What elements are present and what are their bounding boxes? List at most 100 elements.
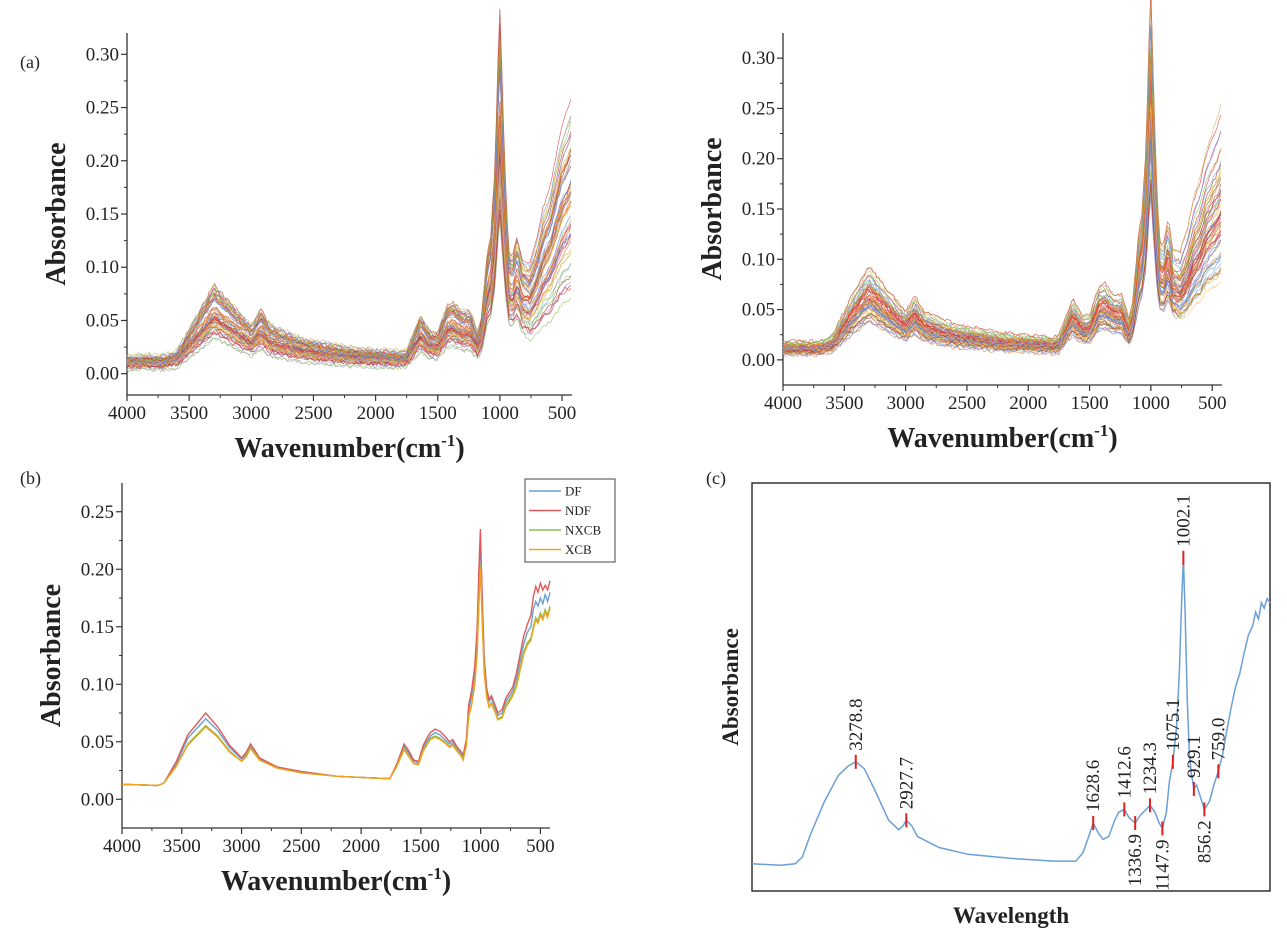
panel-label-a: (a) [20,52,40,73]
x-tick-label: 4000 [764,393,802,414]
x-tick-label: 4000 [103,836,141,857]
x-axis-title-sup: -1 [441,431,455,450]
x-axis-title-sup: -1 [1094,421,1108,440]
series-line-ndf [121,528,551,787]
x-tick-label: 4000 [108,403,146,424]
x-axis-title-main: Wavenumber(cm [887,423,1094,454]
x-tick-label: 1000 [462,836,500,857]
y-tick-label: 0.05 [86,310,119,331]
peak-label: 1628.6 [1083,760,1104,812]
y-tick-label: 0.10 [86,257,119,278]
legend-label: DF [565,484,582,499]
spectrum-line-a [126,134,572,362]
spectrum-line-a2 [782,70,1222,348]
x-tick-label: 2000 [342,836,380,857]
y-tick-label: 0.25 [81,502,114,523]
x-axis-title-end: ) [1108,423,1117,454]
series-group-a [126,8,572,373]
x-tick-label: 2000 [357,403,395,424]
x-tick-label: 2500 [294,403,332,424]
peak-label: 1002.1 [1173,495,1194,547]
spectrum-line-a2 [782,118,1222,351]
legend-label: XCB [565,542,592,557]
spectrum-line-c [751,557,1271,866]
panel-label-c: (c) [706,468,726,489]
x-tick-label: 1500 [402,836,440,857]
x-tick-label: 1500 [1071,393,1109,414]
y-axis-title: Absorbance [697,137,728,280]
series-group-b [121,528,551,787]
series-line-xcb [121,566,551,787]
axes-a2: 0.00 0.05 0.10 0.15 0.20 0.25 0.30 4000 3500 3000… [697,33,1226,454]
x-axis-title-end: ) [455,433,464,464]
x-axis-title-main: Wavenumber(cm [221,866,428,897]
y-tick-label: 0.15 [81,617,114,638]
spectrum-line-a2 [782,104,1222,352]
x-axis-title: Wavenumber(cm-1) [234,431,464,464]
peak-label: 1234.3 [1140,742,1161,794]
y-tick-label: 0.25 [742,98,775,119]
x-tick-label: 3000 [232,403,270,424]
x-axis-title: Wavenumber(cm-1) [887,421,1117,454]
y-tick-label: 0.00 [742,350,775,371]
axes-b: 0.00 0.05 0.10 0.15 0.20 0.25 4000 3500 3000 2500… [36,483,555,897]
plot-c: 3278.8 2927.7 1628.6 1412.6 1336.9 1234.3 1147… [718,482,1271,928]
x-axis-title-end: ) [442,866,451,897]
y-tick-label: 0.15 [86,204,119,225]
y-tick-label: 0.10 [81,674,114,695]
x-tick-label: 3000 [223,836,261,857]
legend: DF NDF NXCB XCB [524,478,616,563]
x-tick-label: 3500 [163,836,201,857]
legend-label: NXCB [565,523,601,538]
y-tick-label: 0.05 [81,732,114,753]
y-tick-label: 0.05 [742,300,775,321]
x-axis-title-sup: -1 [428,864,442,883]
legend-box [524,478,616,563]
spectrum-line-a [126,217,572,373]
y-axis-title: Absorbance [718,628,743,746]
panel-label-b: (b) [20,468,41,489]
y-tick-label: 0.20 [81,559,114,580]
peak-label: 1075.1 [1163,699,1184,751]
y-tick-label: 0.30 [742,48,775,69]
spectrum-line-a2 [782,183,1222,356]
series-group-a2 [782,0,1222,358]
peak-label: 3278.8 [846,699,867,751]
y-axis-title: Absorbance [41,142,72,285]
x-tick-label: 3500 [825,393,863,414]
spectrum-line-a [126,66,572,366]
x-axis-title-main: Wavenumber(cm [234,433,441,464]
y-tick-label: 0.30 [86,44,119,65]
x-tick-label: 3500 [170,403,208,424]
y-tick-label: 0.10 [742,249,775,270]
spectrum-line-a [126,33,572,359]
y-tick-label: 0.00 [81,789,114,810]
peak-label: 2927.7 [896,757,917,809]
y-tick-label: 0.15 [742,199,775,220]
y-axis-title: Absorbance [36,584,67,727]
x-tick-label: 500 [548,403,577,424]
y-tick-label: 0.25 [86,98,119,119]
spectrum-line-a [126,166,572,366]
spectrum-line-a2 [782,49,1222,348]
plot-frame [751,482,1271,892]
x-tick-label: 2500 [282,836,320,857]
spectrum-line-a [126,39,572,363]
x-tick-label: 2000 [1009,393,1047,414]
x-tick-label: 2500 [948,393,986,414]
x-tick-label: 500 [1198,393,1227,414]
axes-a: 0.00 0.05 0.10 0.15 0.20 0.25 0.30 4000 3500 3000… [41,33,576,464]
spectrum-line-a [126,209,572,369]
spectrum-line-a [126,33,572,359]
x-tick-label: 1000 [481,403,519,424]
x-axis-title: Wavelength [953,903,1069,928]
peak-label: 929.1 [1184,735,1205,778]
y-tick-label: 0.00 [86,364,119,385]
x-tick-label: 500 [526,836,555,857]
x-tick-label: 3000 [887,393,925,414]
x-tick-label: 1500 [419,403,457,424]
legend-label: NDF [565,503,591,518]
y-tick-label: 0.20 [742,149,775,170]
spectrum-line-a2 [782,3,1222,346]
